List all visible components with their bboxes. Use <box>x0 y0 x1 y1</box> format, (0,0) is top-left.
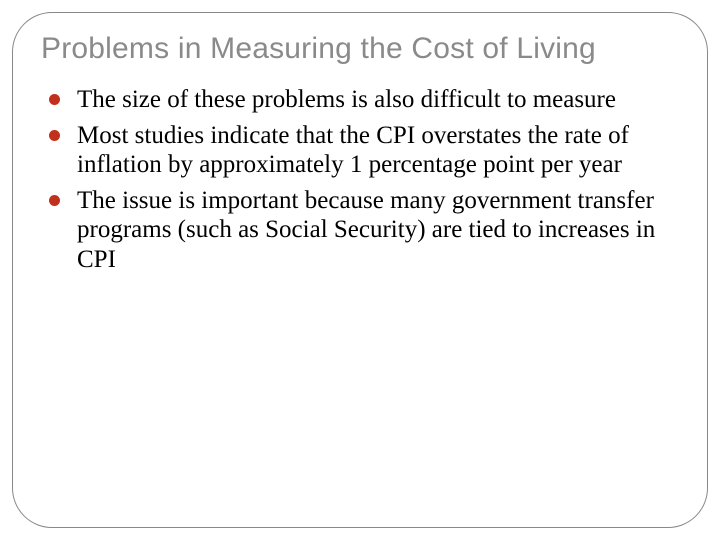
list-item: Most studies indicate that the CPI overs… <box>71 121 679 180</box>
bullet-list: The size of these problems is also diffi… <box>41 85 679 274</box>
slide-border: Problems in Measuring the Cost of Living… <box>12 12 708 528</box>
slide-title: Problems in Measuring the Cost of Living <box>41 31 679 67</box>
slide-frame: Problems in Measuring the Cost of Living… <box>0 0 720 540</box>
list-item: The size of these problems is also diffi… <box>71 85 679 115</box>
list-item: The issue is important because many gove… <box>71 186 679 275</box>
